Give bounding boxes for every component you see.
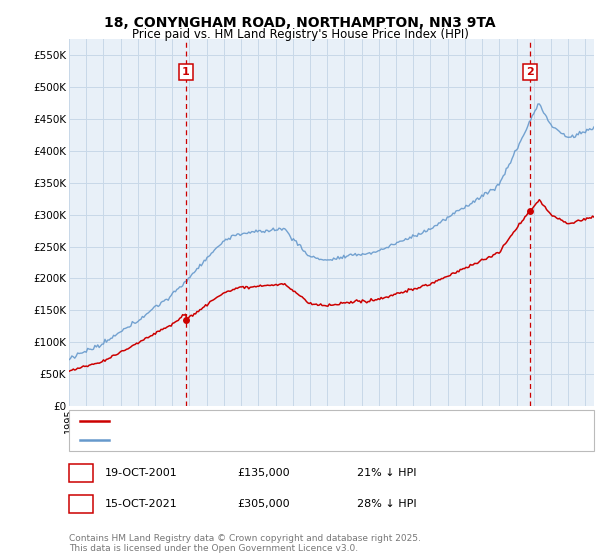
Text: 1: 1 [182,67,190,77]
Text: 1: 1 [77,468,85,478]
Text: 18, CONYNGHAM ROAD, NORTHAMPTON, NN3 9TA: 18, CONYNGHAM ROAD, NORTHAMPTON, NN3 9TA [104,16,496,30]
Text: 21% ↓ HPI: 21% ↓ HPI [357,468,416,478]
Text: Contains HM Land Registry data © Crown copyright and database right 2025.
This d: Contains HM Land Registry data © Crown c… [69,534,421,553]
Text: 18, CONYNGHAM ROAD, NORTHAMPTON, NN3 9TA (detached house): 18, CONYNGHAM ROAD, NORTHAMPTON, NN3 9TA… [115,417,462,426]
Text: HPI: Average price, detached house, West Northamptonshire: HPI: Average price, detached house, West… [115,435,421,445]
Text: 2: 2 [526,67,534,77]
Text: Price paid vs. HM Land Registry's House Price Index (HPI): Price paid vs. HM Land Registry's House … [131,28,469,41]
Text: 2: 2 [77,499,85,509]
Text: 15-OCT-2021: 15-OCT-2021 [105,499,178,509]
Text: 19-OCT-2001: 19-OCT-2001 [105,468,178,478]
Text: £305,000: £305,000 [237,499,290,509]
Text: 28% ↓ HPI: 28% ↓ HPI [357,499,416,509]
Text: £135,000: £135,000 [237,468,290,478]
